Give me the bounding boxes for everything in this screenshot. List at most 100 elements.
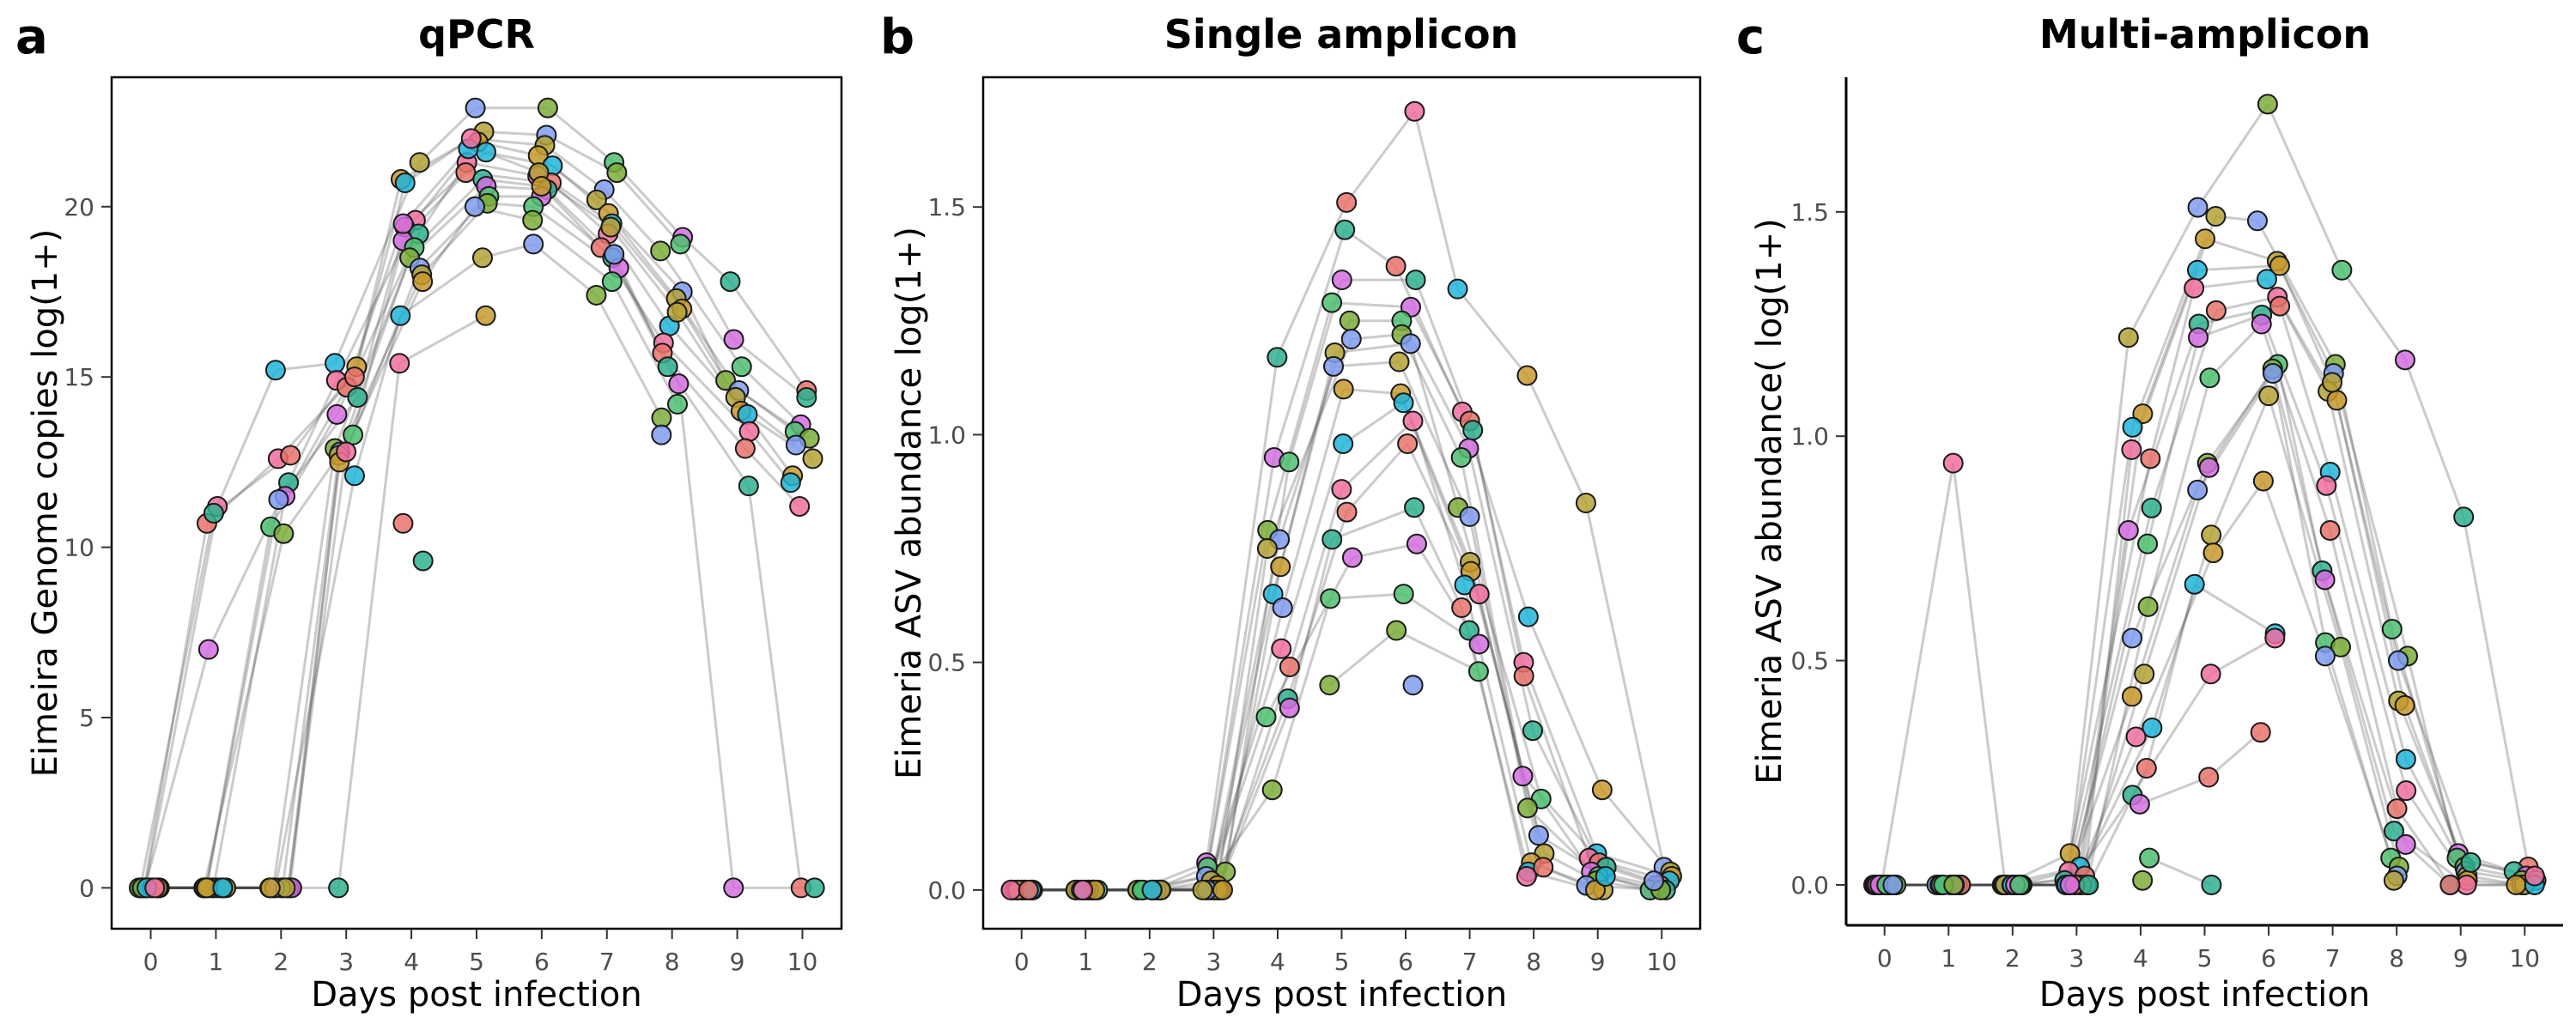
trajectory-segment	[287, 451, 348, 888]
data-point	[723, 877, 744, 899]
data-point	[1386, 620, 1407, 641]
data-point	[604, 244, 625, 265]
data-point	[2078, 874, 2099, 895]
x-tick-label: 2	[2005, 944, 2020, 972]
trajectory-segment	[143, 649, 210, 888]
x-tick-label: 9	[730, 948, 745, 976]
trajectory-segment	[353, 315, 402, 476]
trajectory-segment	[1527, 616, 1604, 791]
data-point	[326, 403, 348, 425]
data-point	[804, 877, 825, 899]
data-point	[668, 373, 690, 395]
data-point	[2184, 573, 2205, 595]
data-point	[2264, 627, 2286, 649]
data-point	[1334, 219, 1356, 240]
y-axis-label: Eimeria ASV abundance( log(1+)	[1750, 218, 1789, 785]
trajectory-segment	[143, 523, 209, 888]
trajectory-segment	[466, 161, 538, 178]
data-point	[2383, 869, 2404, 891]
data-point	[1450, 446, 1472, 468]
data-point	[144, 877, 166, 899]
trajectory-segment	[207, 482, 290, 651]
trajectory-segment	[399, 257, 483, 317]
trajectory-segment	[544, 144, 605, 191]
y-tick-label: 20	[64, 193, 94, 221]
data-point	[2199, 367, 2221, 389]
data-point	[2117, 327, 2139, 348]
trajectory-segment	[2078, 413, 2144, 868]
data-point	[2134, 663, 2155, 685]
x-tick-label: 4	[2133, 944, 2148, 972]
trajectory-segment	[2208, 367, 2274, 469]
trajectory-segment	[212, 495, 287, 888]
data-point	[412, 271, 434, 293]
trajectory-segment	[1330, 592, 1404, 600]
trajectory-lines	[1011, 110, 1673, 892]
data-point	[2256, 269, 2277, 290]
data-point	[1533, 857, 1554, 878]
data-point	[2251, 313, 2272, 335]
data-point	[2331, 259, 2353, 281]
trajectory-segment	[2330, 382, 2400, 661]
trajectory-segment	[2067, 638, 2134, 886]
trajectory-segment	[2209, 395, 2270, 536]
data-point	[1943, 874, 1965, 895]
data-point	[343, 465, 365, 487]
data-point	[1256, 538, 1278, 560]
x-tick-label: 3	[1206, 948, 1221, 976]
data-point	[268, 489, 289, 511]
trajectory-segment	[2212, 480, 2265, 554]
data-point	[2246, 210, 2268, 232]
data-point	[464, 196, 485, 217]
data-point	[259, 877, 281, 899]
data-point	[601, 271, 623, 293]
data-point	[347, 386, 368, 408]
trajectory-segment	[1468, 421, 1525, 663]
data-point	[1272, 597, 1293, 619]
trajectory-segment	[1272, 366, 1335, 595]
trajectory-segment	[418, 106, 477, 164]
data-point	[1321, 292, 1343, 313]
y-tick-label: 5	[79, 704, 94, 732]
data-point	[2316, 475, 2337, 496]
trajectory-segment	[1218, 566, 1282, 891]
data-point	[2252, 470, 2274, 492]
data-point	[2122, 416, 2143, 438]
trajectory-segment	[2148, 857, 2213, 887]
trajectory-segment	[1334, 342, 1411, 354]
x-tick-label: 5	[1334, 948, 1350, 976]
trajectory-segment	[2266, 103, 2343, 271]
trajectory-segment	[1478, 593, 1545, 868]
trajectory-segment	[203, 533, 285, 888]
data-point	[471, 247, 493, 269]
trajectory-segment	[1531, 730, 1601, 863]
data-point	[1279, 451, 1300, 473]
data-point	[2117, 519, 2139, 541]
data-point	[2524, 865, 2545, 887]
data-point	[1192, 879, 1213, 900]
trajectory-segment	[398, 314, 487, 365]
data-point	[1212, 879, 1233, 900]
data-point	[2132, 869, 2154, 891]
data-point	[2396, 780, 2417, 802]
trajectory-segment	[747, 485, 803, 888]
x-tick-label: 10	[2509, 944, 2540, 972]
trajectory-segment	[2148, 288, 2196, 459]
data-point	[2198, 457, 2220, 478]
trajectory-segment	[1288, 539, 1334, 709]
y-tick-label: 1.0	[927, 421, 966, 449]
trajectory-segment	[2196, 264, 2281, 272]
trajectory-segment	[1456, 288, 1528, 377]
trajectory-segment	[2074, 727, 2154, 886]
x-tick-label: 1	[1941, 944, 1956, 972]
x-tick-label: 2	[1142, 948, 1157, 976]
trajectory-lines	[138, 106, 815, 889]
data-point	[1643, 870, 1665, 892]
trajectory-segment	[732, 338, 808, 399]
chart-title: qPCR	[418, 11, 535, 58]
data-point	[2250, 722, 2271, 743]
y-tick-label: 1.5	[1790, 198, 1829, 227]
trajectory-segment	[355, 179, 403, 367]
trajectory-segment	[1409, 342, 1460, 508]
data-point	[1336, 191, 1358, 213]
